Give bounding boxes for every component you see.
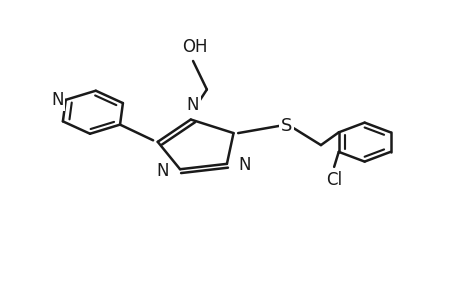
Text: N: N [238, 156, 250, 174]
Text: N: N [51, 91, 63, 109]
Text: OH: OH [181, 38, 207, 56]
Text: Cl: Cl [325, 171, 341, 189]
Text: N: N [186, 96, 199, 114]
Text: S: S [280, 117, 291, 135]
Text: N: N [156, 162, 168, 180]
